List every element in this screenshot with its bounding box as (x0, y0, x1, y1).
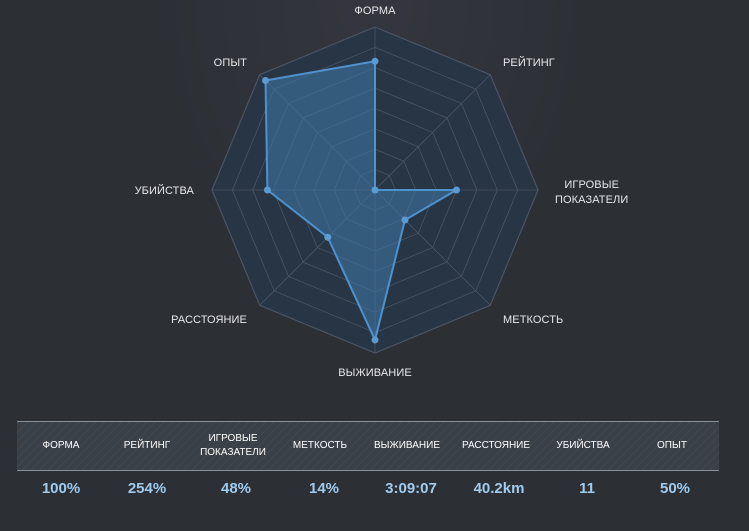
axis-label-experience: ОПЫТ (213, 57, 247, 69)
stat-value-accuracy: 14% (308, 480, 340, 497)
radar-axis-line (374, 74, 491, 191)
stat-value-experience: 50% (659, 480, 691, 497)
axis-label-forma: ФОРМА (354, 5, 396, 17)
radar-data-point (371, 186, 379, 194)
stat-value-survival: 3:09:07 (385, 480, 437, 497)
radar-chart (211, 26, 539, 354)
radar-data-point (263, 186, 271, 194)
radar-data-point (371, 57, 379, 65)
stat-value-game-stats: 48% (220, 480, 252, 497)
axis-label-distance: РАССТОЯНИЕ (171, 314, 247, 326)
axis-label-kills: УБИЙСТВА (134, 185, 194, 197)
stat-value-forma: 100% (41, 480, 81, 497)
radar-data-point (324, 233, 332, 241)
axis-label-survival: ВЫЖИВАНИЕ (338, 367, 412, 379)
radar-data-point (401, 216, 409, 224)
stats-header-bar: ФОРМА РЕЙТИНГ ИГРОВЫЕ ПОКАЗАТЕЛИ МЕТКОСТ… (17, 421, 719, 471)
stat-value-rating: 254% (127, 480, 167, 497)
stat-value-distance: 40.2km (473, 480, 525, 497)
radar-data-point (453, 186, 460, 194)
radar-data-point (371, 336, 379, 344)
axis-label-game-stats: ИГРОВЫЕ ПОКАЗАТЕЛИ (555, 179, 629, 206)
axis-label-rating: РЕЙТИНГ (503, 57, 555, 69)
radar-data-point (262, 77, 270, 85)
stat-value-kills: 11 (579, 480, 595, 497)
axis-label-accuracy: МЕТКОСТЬ (503, 314, 564, 326)
